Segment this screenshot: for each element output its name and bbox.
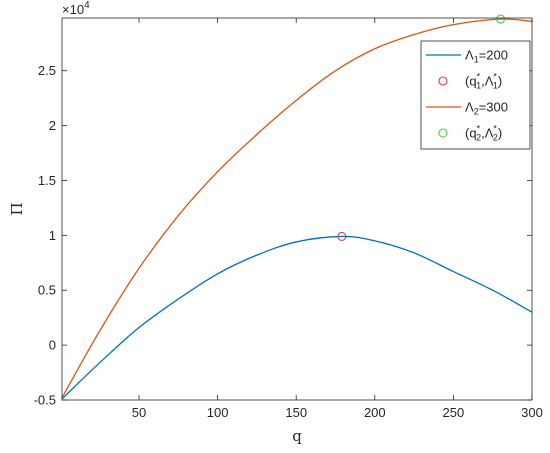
legend: Λ1=200 (q* 1,Λ* 1) Λ2=300 (q* 2,Λ* 2) xyxy=(420,40,531,150)
y-axis-exponent: ×104 xyxy=(62,0,90,17)
x-tick-label: 250 xyxy=(443,405,465,420)
y-tick-label: -0.5 xyxy=(34,393,56,408)
y-tick-label: 2 xyxy=(49,118,56,133)
legend-marker-swatch-4 xyxy=(438,128,448,138)
series-line-2 xyxy=(61,18,533,399)
y-tick-label: 2.5 xyxy=(38,63,56,78)
legend-label-4: (q* 2,Λ* 2) xyxy=(465,124,502,143)
x-tick-label: 200 xyxy=(364,405,386,420)
x-tick-label: 50 xyxy=(132,405,146,420)
y-tick-label: 1 xyxy=(49,228,56,243)
series-line-1 xyxy=(61,235,533,400)
legend-label-3: Λ2=300 xyxy=(465,100,508,117)
x-tick-label: 100 xyxy=(207,405,229,420)
optimum-marker-2 xyxy=(496,14,506,24)
series-layer xyxy=(61,18,533,400)
x-tick-label: 300 xyxy=(521,405,543,420)
legend-label-1: Λ1=200 xyxy=(465,48,508,65)
y-tick-label: 1.5 xyxy=(38,173,56,188)
marker-layer xyxy=(337,14,506,241)
y-axis-exponent-base: ×10 xyxy=(62,2,84,17)
axes-layer xyxy=(61,17,533,401)
y-axis-exponent-power: 4 xyxy=(84,0,90,11)
x-tick-label: 150 xyxy=(285,405,307,420)
y-tick-label: 0.5 xyxy=(38,283,56,298)
legend-marker-swatch-2 xyxy=(438,76,448,86)
axes-box xyxy=(61,17,533,401)
legend-label-2: (q* 1,Λ* 1) xyxy=(465,72,502,91)
x-axis-label: q xyxy=(292,427,302,445)
y-tick-label: 0 xyxy=(49,338,56,353)
y-axis-label: Π xyxy=(8,202,26,215)
optimum-marker-1 xyxy=(337,231,347,241)
legend-items: Λ1=200 (q* 1,Λ* 1) Λ2=300 (q* 2,Λ* 2) xyxy=(426,48,508,143)
ticks-layer: 50 100 150 200 250 300 -0.5 0 0.5 1 1.5 2 2.5 xyxy=(34,18,543,420)
